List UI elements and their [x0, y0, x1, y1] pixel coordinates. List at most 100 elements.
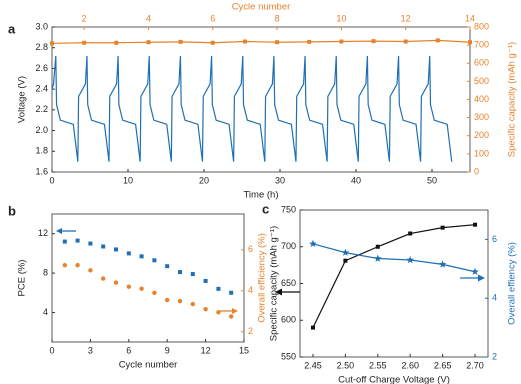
x-tick-label: 2.50: [337, 360, 355, 370]
y-tick-label: 700: [281, 241, 296, 251]
y-tick-label: 4: [43, 307, 48, 317]
y2-tick-label: 400: [474, 94, 489, 104]
y2-tick-label: 6: [492, 234, 497, 244]
x-tick-label: 2.55: [369, 360, 387, 370]
marker: [473, 222, 478, 227]
marker: [101, 244, 106, 249]
x-tick-label: 2.45: [304, 360, 322, 370]
x-axis-label: Cut-off Charge Voltage (V): [338, 375, 450, 384]
plot-frame: [51, 213, 245, 343]
series-line: [312, 243, 476, 273]
marker: [165, 297, 170, 303]
marker: [343, 258, 348, 263]
y2-tick-label: 0: [474, 166, 479, 176]
series-line: [312, 224, 476, 328]
x-tick-label: 12: [201, 345, 211, 355]
marker: [152, 258, 157, 263]
marker: [146, 40, 151, 45]
y-tick-label: 2.6: [35, 63, 48, 73]
y-axis-label: Voltage (V): [17, 76, 28, 123]
y2-tick-label: 500: [474, 76, 489, 86]
y-tick-label: 1.6: [35, 166, 48, 176]
y-tick-label: 600: [281, 315, 296, 325]
y-tick-label: 2.2: [35, 104, 48, 114]
y2-tick-label: 4: [492, 293, 497, 303]
y-tick-label: 2.4: [35, 84, 48, 94]
marker: [373, 254, 382, 262]
marker: [375, 244, 380, 249]
y-tick-label: 2.0: [35, 125, 48, 135]
x2-tick-label: 6: [210, 13, 215, 23]
marker: [408, 231, 413, 236]
y2-tick-label: 700: [474, 40, 489, 50]
marker: [310, 325, 315, 330]
y-tick-label: 550: [281, 351, 296, 361]
marker: [114, 247, 118, 252]
x-tick-label: 2.60: [401, 360, 419, 370]
marker: [126, 251, 131, 256]
marker: [178, 39, 183, 44]
x-tick-label: 3: [88, 345, 93, 355]
marker: [309, 239, 317, 248]
marker: [178, 270, 182, 275]
marker: [435, 38, 440, 43]
marker: [242, 39, 247, 44]
x-axis-label: Time (h): [243, 190, 278, 201]
marker: [165, 264, 170, 269]
x-tick-label: 20: [199, 175, 209, 185]
marker: [50, 41, 54, 46]
marker: [339, 39, 344, 44]
x-tick-label: 0: [49, 345, 54, 355]
x-tick-label: 0: [49, 175, 54, 185]
y-tick-label: 750: [281, 204, 296, 214]
marker: [216, 286, 221, 291]
y2-tick-label: 2: [248, 326, 253, 336]
marker: [139, 286, 144, 291]
x-tick-label: 6: [126, 345, 131, 355]
x2-tick-label: 12: [401, 13, 411, 23]
marker: [88, 268, 93, 273]
y2-tick-label: 6: [248, 244, 253, 254]
arrow-head: [56, 228, 62, 234]
y2-tick-label: 600: [474, 58, 489, 68]
series-line: [51, 39, 471, 44]
x-tick-label: 40: [351, 175, 361, 185]
y-tick-label: 8: [43, 267, 48, 277]
marker: [341, 248, 350, 256]
arrow-head: [232, 308, 238, 314]
marker: [190, 301, 195, 307]
x-tick-label: 9: [165, 345, 170, 355]
y2-tick-label: 4: [248, 285, 253, 295]
y-tick-label: 650: [281, 278, 296, 288]
marker: [203, 307, 208, 312]
marker: [126, 284, 131, 289]
arrow-head: [275, 288, 282, 296]
marker: [75, 263, 80, 268]
plot-frame: [51, 26, 471, 173]
marker: [406, 255, 415, 264]
y2-tick-label: 100: [474, 148, 489, 158]
y-tick-label: 12: [38, 228, 48, 238]
x-tick-label: 2.65: [434, 360, 452, 370]
marker: [114, 40, 119, 45]
x2-axis-label: Cycle number: [232, 2, 291, 13]
panel-letter: c: [262, 201, 269, 216]
marker: [190, 272, 195, 277]
plot-frame: [299, 209, 489, 358]
marker: [152, 290, 157, 296]
marker: [88, 241, 93, 246]
arrow-head: [478, 274, 485, 282]
y2-tick-label: 800: [474, 21, 489, 31]
x2-tick-label: 10: [336, 13, 346, 23]
x2-tick-label: 14: [465, 13, 475, 23]
x-tick-label: 10: [123, 175, 133, 185]
marker: [82, 40, 87, 45]
marker: [177, 298, 183, 304]
series-line: [51, 55, 453, 162]
y2-axis-label: Specific capacity (mAh g⁻¹): [507, 42, 518, 157]
marker: [371, 39, 376, 44]
marker: [440, 225, 445, 230]
x2-tick-label: 4: [146, 13, 151, 23]
y2-tick-label: 2: [492, 351, 497, 361]
